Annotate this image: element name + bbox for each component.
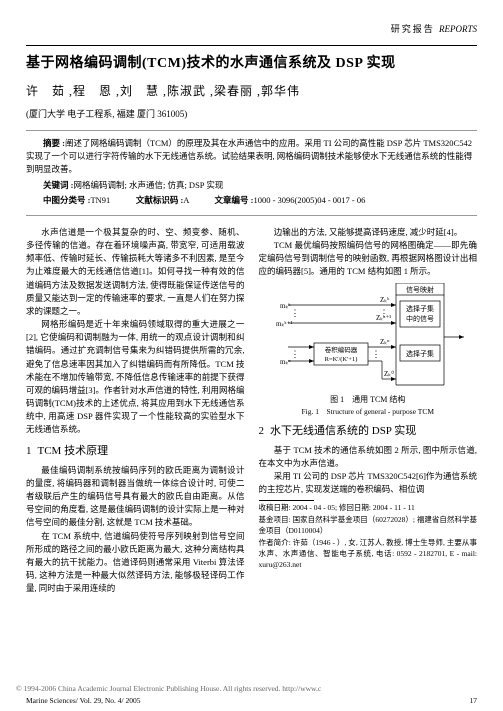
figure-1: 信号映射 选择子集 中的信号 选择子集 卷积编码器 R=K'/(K'+1) mₖ… [259, 283, 478, 393]
left-p3: 最佳编码调制系统按编码序列的欧氏距离为调制设计的量度, 将编码器和调制器当做统一… [26, 464, 245, 530]
enc1: 卷积编码器 [325, 345, 358, 354]
doc-label: 文献标识码 : [136, 195, 183, 205]
artno: 1000 - 3096(2005)04 - 0017 - 06 [253, 195, 365, 205]
section-2-heading: 2 水下无线通信系统的 DSP 实现 [259, 423, 478, 440]
svg-text:⋮: ⋮ [290, 349, 299, 359]
enc2: R=K'/(K'+1) [324, 356, 357, 363]
box1a: 选择子集 [406, 304, 434, 313]
footnote-2: 基金项目: 国家自然科学基金项目（60272028）; 福建省自然科学基金项目（… [259, 515, 478, 537]
z0: Zₖ⁰ [384, 370, 394, 378]
svg-text:⋮: ⋮ [379, 308, 388, 318]
section-1-num: 1 [26, 445, 32, 457]
box1b: 中的信号 [406, 314, 434, 323]
kw-label: 关键词 : [43, 180, 73, 190]
fig1-caption-en: Fig. 1 Structure of general - purpose TC… [259, 407, 478, 417]
keywords: 网格编码调制; 水声通信; 仿真; DSP 实现 [73, 180, 223, 190]
left-column: 水声信道是一个极其复杂的时、空、频变参、随机、多径传输的信道。存在着环境噪声高,… [26, 226, 245, 596]
clc: TN91 [90, 195, 110, 205]
keywords-line: 关键词 :网格编码调制; 水声通信; 仿真; DSP 实现 [26, 179, 477, 192]
footnote-3: 作者简介: 许茹（1946 - ）, 女, 江苏人, 教授, 博士生导师, 主要… [259, 538, 478, 571]
section-1-heading: 1 TCM 技术原理 [26, 443, 245, 460]
authors: 许 茹 ,程 恩 ,刘 慧 ,陈淑武 ,梁春丽 ,郭华伟 [26, 82, 477, 99]
abstract-text: 摘要 :阐述了网格编码调制（TCM）的原理及其在水声通信中的应用。采用 TI 公… [26, 137, 477, 177]
journal-info: Marine Sciences/ Vol. 29, No. 4/ 2005 [26, 696, 141, 705]
left-p4: 在 TCM 系统中, 信道编码使符号序列映射到信号空间所形成的路径之间的最小欧氏… [26, 530, 245, 596]
mk1: mₖᵏ⁺¹ [276, 320, 292, 328]
right-column: 边输出的方法, 又能够提高译码速度, 减少时延[4]。 TCM 最优编码按照编码… [259, 226, 478, 596]
footnote-rule [259, 500, 314, 501]
abstract-block: 摘要 :阐述了网格编码调制（TCM）的原理及其在水声通信中的应用。采用 TI 公… [26, 130, 477, 216]
page-number: 17 [470, 696, 478, 705]
left-p1: 水声信道是一个极其复杂的时、空、频变参、随机、多径传输的信道。存在着环境噪声高,… [26, 226, 245, 318]
reports-label: REPORTS [439, 24, 477, 34]
mn: mₖⁿ [280, 358, 291, 366]
right-p4: 采用 TI 公司的 DSP 芯片 TMS320C542[6]作为通信系统的主控芯… [259, 470, 478, 496]
section-1-title: TCM 技术原理 [38, 445, 109, 457]
zn: Zₖⁿ [380, 338, 390, 346]
right-p1: 边输出的方法, 又能够提高译码速度, 减少时延[4]。 [259, 226, 478, 239]
top-rule [26, 45, 477, 46]
copyright-line: © 1994-2006 China Academic Journal Elect… [0, 684, 503, 693]
fig1-caption-cn: 图 1 通用 TCM 结构 [259, 395, 478, 405]
right-p2: TCM 最优编码按照编码信号的网格图确定——即先确定编码信号到调制信号的映射函数… [259, 239, 478, 279]
two-columns: 水声信道是一个极其复杂的时、空、频变参、随机、多径传输的信道。存在着环境噪声高,… [26, 226, 477, 596]
clc-label: 中图分类号 : [43, 195, 90, 205]
zk: Zₖᵏ [380, 296, 390, 304]
article-title: 基于网格编码调制(TCM)技术的水声通信系统及 DSP 实现 [26, 52, 477, 72]
box2: 选择子集 [406, 349, 434, 358]
classification-line: 中图分类号 :TN91 文献标识码 :A 文章编号 :1000 - 3096(2… [26, 194, 477, 207]
sigmap-label: 信号映射 [406, 285, 434, 294]
footnote-1: 收稿日期: 2004 - 04 - 05; 修回日期: 2004 - 11 - … [259, 503, 478, 514]
footnotes: 收稿日期: 2004 - 04 - 05; 修回日期: 2004 - 11 - … [259, 503, 478, 570]
section-2-num: 2 [259, 425, 265, 437]
tcm-diagram-svg: 信号映射 选择子集 中的信号 选择子集 卷积编码器 R=K'/(K'+1) mₖ… [268, 283, 468, 393]
abstract-label: 摘要 : [43, 138, 65, 148]
right-p3: 基于 TCM 技术的通信系统如图 2 所示, 图中所示信道, 在本文中为水声信道… [259, 444, 478, 470]
left-p2: 网格形编码是近十年来编码领域取得的重大进展之一[2], 它使编码和调制融为一体,… [26, 318, 245, 437]
abstract-body: 阐述了网格编码调制（TCM）的原理及其在水声通信中的应用。采用 TI 公司的高性… [26, 138, 472, 174]
svg-text:⋮: ⋮ [290, 308, 299, 318]
artno-label: 文章编号 : [214, 195, 253, 205]
affiliation: (厦门大学 电子工程系, 福建 厦门 361005) [26, 107, 477, 120]
section-label: 研究报告 [391, 24, 435, 34]
doc-code: A [183, 195, 189, 205]
header-section: 研究报告 REPORTS [26, 22, 477, 35]
svg-text:⋮: ⋮ [371, 349, 380, 359]
section-2-title: 水下无线通信系统的 DSP 实现 [270, 425, 416, 437]
page-footer: © 1994-2006 China Academic Journal Elect… [0, 684, 503, 705]
